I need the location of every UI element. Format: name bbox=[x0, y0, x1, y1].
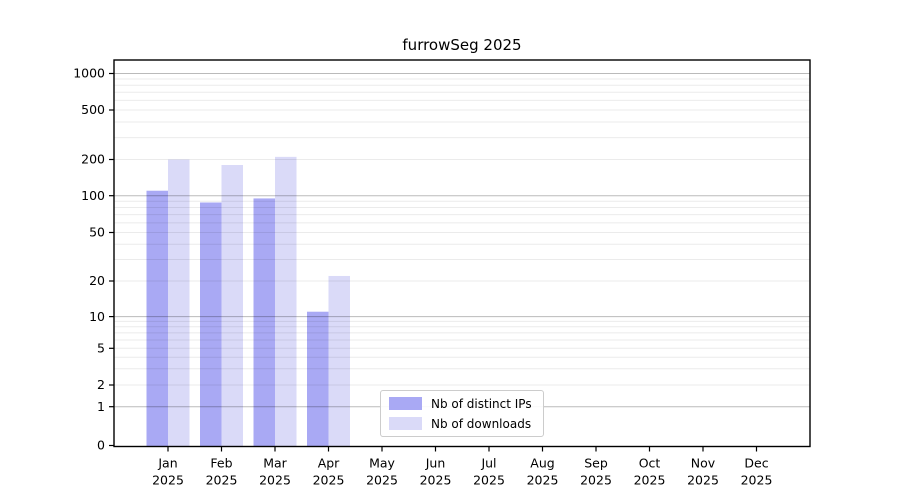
bar-distinct-ips-mar bbox=[253, 198, 275, 447]
y-tick-label-2: 2 bbox=[97, 377, 105, 392]
x-tick-year-may: 2025 bbox=[366, 473, 398, 488]
legend-label-downloads: Nb of downloads bbox=[431, 416, 532, 431]
x-tick-year-nov: 2025 bbox=[687, 473, 719, 488]
x-tick-label-may: May bbox=[369, 456, 395, 471]
y-tick-label-10: 10 bbox=[89, 309, 105, 324]
x-tick-label-dec: Dec bbox=[744, 456, 768, 471]
legend-swatch-downloads bbox=[389, 417, 422, 430]
bar-downloads-feb bbox=[221, 165, 243, 447]
x-tick-year-jun: 2025 bbox=[420, 473, 452, 488]
y-tick-label-1000: 1000 bbox=[73, 66, 105, 81]
x-tick-year-feb: 2025 bbox=[206, 473, 238, 488]
x-tick-label-jun: Jun bbox=[425, 456, 446, 471]
chart-title: furrowSeg 2025 bbox=[402, 36, 522, 54]
bar-downloads-apr bbox=[328, 275, 350, 447]
x-tick-year-jan: 2025 bbox=[152, 473, 184, 488]
y-tick-label-20: 20 bbox=[89, 273, 105, 288]
y-tick-label-0: 0 bbox=[97, 438, 105, 453]
x-tick-year-sep: 2025 bbox=[580, 473, 612, 488]
bar-downloads-mar bbox=[275, 156, 297, 447]
x-tick-label-nov: Nov bbox=[691, 456, 716, 471]
x-tick-label-feb: Feb bbox=[210, 456, 232, 471]
y-tick-label-200: 200 bbox=[81, 152, 105, 167]
legend-box: Nb of distinct IPs Nb of downloads bbox=[380, 390, 544, 437]
bar-distinct-ips-apr bbox=[307, 311, 329, 447]
x-tick-year-dec: 2025 bbox=[741, 473, 773, 488]
x-tick-label-mar: Mar bbox=[263, 456, 287, 471]
legend-entry-distinct-ips: Nb of distinct IPs bbox=[389, 396, 535, 412]
y-tick-label-5: 5 bbox=[97, 341, 105, 356]
x-tick-label-jan: Jan bbox=[157, 456, 177, 471]
y-tick-label-50: 50 bbox=[89, 225, 105, 240]
bar-downloads-jan bbox=[168, 159, 190, 447]
legend-entry-downloads: Nb of downloads bbox=[389, 416, 535, 432]
x-tick-label-aug: Aug bbox=[530, 456, 554, 471]
y-tick-label-1: 1 bbox=[97, 399, 105, 414]
x-tick-year-apr: 2025 bbox=[313, 473, 345, 488]
x-tick-year-mar: 2025 bbox=[259, 473, 291, 488]
x-tick-year-jul: 2025 bbox=[473, 473, 505, 488]
y-tick-label-500: 500 bbox=[81, 102, 105, 117]
x-tick-year-aug: 2025 bbox=[527, 473, 559, 488]
x-tick-label-apr: Apr bbox=[318, 456, 340, 471]
axes-frame bbox=[113, 59, 811, 448]
x-tick-year-oct: 2025 bbox=[634, 473, 666, 488]
legend-swatch-distinct-ips bbox=[389, 397, 422, 410]
bar-distinct-ips-feb bbox=[200, 202, 222, 447]
x-tick-label-jul: Jul bbox=[480, 456, 496, 471]
y-tick-label-100: 100 bbox=[81, 188, 105, 203]
bar-distinct-ips-jan bbox=[146, 190, 168, 447]
x-tick-label-sep: Sep bbox=[584, 456, 608, 471]
legend-label-distinct-ips: Nb of distinct IPs bbox=[431, 396, 532, 411]
x-tick-label-oct: Oct bbox=[639, 456, 661, 471]
